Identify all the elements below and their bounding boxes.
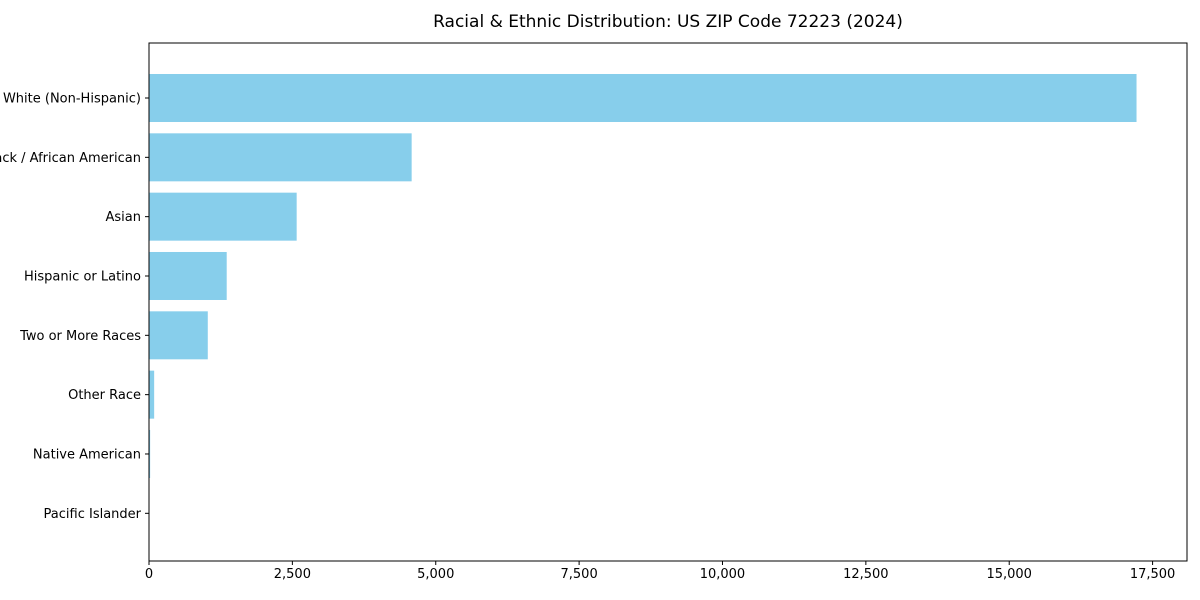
x-tick-label: 12,500 (843, 567, 889, 582)
x-tick-label: 17,500 (1130, 567, 1176, 582)
x-tick-label: 2,500 (274, 567, 311, 582)
y-tick-label-hispanic-or-latino: Hispanic or Latino (24, 269, 141, 284)
bar-native-american (149, 429, 151, 478)
chart-title: Racial & Ethnic Distribution: US ZIP Cod… (433, 12, 903, 32)
y-tick-label-native-american: Native American (33, 447, 141, 462)
x-tick-label: 7,500 (561, 567, 598, 582)
x-tick-label: 15,000 (986, 567, 1032, 582)
plot-border (148, 42, 1188, 562)
bar-black-african-american (149, 133, 412, 182)
x-tick-label: 10,000 (700, 567, 746, 582)
bar-asian (149, 192, 297, 241)
y-tick-label-white-non-hispanic: White (Non-Hispanic) (3, 92, 141, 107)
bar-hispanic-or-latino (149, 251, 227, 300)
bar-two-or-more-races (149, 311, 208, 360)
y-tick-label-two-or-more-races: Two or More Races (19, 329, 141, 344)
y-tick-label-asian: Asian (106, 210, 141, 225)
x-tick-label: 5,000 (417, 567, 454, 582)
y-tick-label-black-african-american: Black / African American (0, 151, 141, 166)
bar-other-race (149, 370, 155, 419)
y-tick-label-other-race: Other Race (68, 388, 141, 403)
x-tick-label: 0 (145, 567, 153, 582)
bar-white-non-hispanic (149, 74, 1137, 122)
y-tick-label-pacific-islander: Pacific Islander (44, 507, 142, 522)
